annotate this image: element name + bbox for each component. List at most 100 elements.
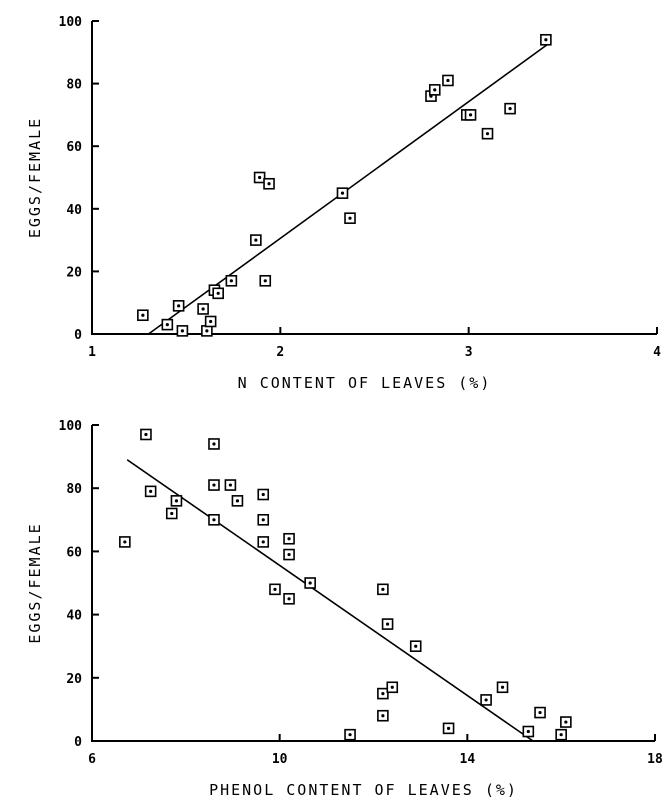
- data-point: [259, 274, 272, 287]
- data-point: [257, 488, 270, 501]
- data-point: [283, 592, 295, 605]
- data-point-dot: [446, 726, 451, 730]
- axes-frame: [91, 21, 657, 335]
- data-point-dot: [433, 88, 437, 92]
- y-axis-title: EGGS/FEMALE: [26, 117, 44, 238]
- data-point: [225, 274, 238, 287]
- data-point-dot: [385, 622, 390, 626]
- data-point: [386, 681, 399, 694]
- data-point-dot: [209, 319, 213, 324]
- x-tick-label: 14: [460, 752, 476, 767]
- data-point: [283, 532, 295, 545]
- data-point-dot: [212, 442, 216, 446]
- data-point: [283, 548, 295, 561]
- x-tick-label: 2: [276, 345, 284, 360]
- data-point-dot: [381, 692, 385, 696]
- y-tick-label: 40: [66, 609, 82, 624]
- x-tick-label: 1: [88, 345, 96, 360]
- data-point-dot: [544, 38, 548, 42]
- x-tick-label: 4: [653, 345, 661, 360]
- data-point: [119, 536, 131, 548]
- data-point: [212, 287, 224, 300]
- data-point-dot: [205, 329, 209, 333]
- data-point: [263, 177, 275, 190]
- data-point-dot: [212, 483, 216, 487]
- data-point: [409, 640, 422, 653]
- data-point: [555, 728, 567, 741]
- data-point-dot: [123, 540, 127, 544]
- data-point: [253, 171, 266, 184]
- data-point-dot: [165, 323, 169, 327]
- data-point: [201, 325, 213, 337]
- data-point: [496, 681, 509, 694]
- data-point-dot: [287, 537, 291, 541]
- y-tick-label: 100: [59, 15, 83, 30]
- data-point-dot: [258, 175, 262, 180]
- data-point: [170, 495, 183, 507]
- data-point: [377, 687, 389, 700]
- data-point: [161, 318, 174, 331]
- data-point: [428, 84, 441, 96]
- data-point: [464, 109, 477, 121]
- y-tick-label: 40: [66, 203, 82, 218]
- data-point: [481, 127, 494, 140]
- data-point: [197, 303, 209, 315]
- data-point: [377, 583, 389, 596]
- data-point: [137, 309, 149, 322]
- data-point-dot: [308, 581, 312, 585]
- data-point: [480, 694, 492, 706]
- data-point-dot: [263, 279, 267, 283]
- data-point-dot: [174, 499, 179, 503]
- data-point: [165, 507, 178, 520]
- data-point-dot: [177, 304, 181, 308]
- data-point: [208, 438, 220, 450]
- data-point-dot: [287, 597, 291, 601]
- data-point: [208, 479, 220, 491]
- data-point: [208, 513, 220, 526]
- y-tick-label: 0: [74, 328, 82, 343]
- data-point-dot: [141, 313, 145, 317]
- data-point: [172, 300, 185, 312]
- y-tick-label: 0: [74, 735, 82, 750]
- data-point: [560, 716, 572, 728]
- regression-line: [126, 459, 534, 742]
- x-axis-title: PHENOL CONTENT OF LEAVES (%): [209, 781, 518, 799]
- data-point: [269, 583, 281, 596]
- data-point: [504, 102, 516, 115]
- data-point-dot: [500, 685, 505, 689]
- data-point: [381, 618, 394, 630]
- data-point: [377, 709, 389, 722]
- data-point: [176, 325, 189, 337]
- data-point-dot: [144, 432, 148, 437]
- data-point-dot: [229, 279, 233, 283]
- data-point-dot: [564, 720, 568, 724]
- x-tick-label: 3: [465, 345, 473, 360]
- data-point-dot: [381, 714, 385, 718]
- data-point-dot: [287, 552, 291, 557]
- data-point-dot: [446, 78, 450, 83]
- data-point-dot: [508, 107, 512, 111]
- data-point-dot: [170, 511, 174, 516]
- data-point-dot: [201, 307, 205, 311]
- x-tick-label: 10: [272, 752, 288, 767]
- data-point-dot: [261, 540, 265, 544]
- data-point-dot: [538, 710, 542, 715]
- data-point-dot: [484, 698, 488, 702]
- data-point: [442, 74, 454, 87]
- data-point-dot: [254, 238, 258, 242]
- data-point: [231, 495, 244, 507]
- x-tick-label: 18: [647, 752, 663, 767]
- data-point: [522, 725, 535, 738]
- data-point: [442, 722, 455, 735]
- y-axis-title: EGGS/FEMALE: [26, 522, 44, 643]
- data-point-dot: [235, 499, 240, 503]
- n-content-scatter-panel: 0 20 40 60 80 100 1 2 3 4 N CONTENT OF LEAVES (%) E…: [26, 15, 661, 392]
- data-point-dot: [559, 733, 563, 737]
- data-point: [540, 33, 552, 46]
- data-point: [224, 479, 237, 491]
- y-tick-label: 20: [66, 265, 82, 280]
- data-point: [250, 234, 262, 246]
- y-tick-label: 60: [66, 140, 82, 155]
- data-point: [257, 513, 270, 526]
